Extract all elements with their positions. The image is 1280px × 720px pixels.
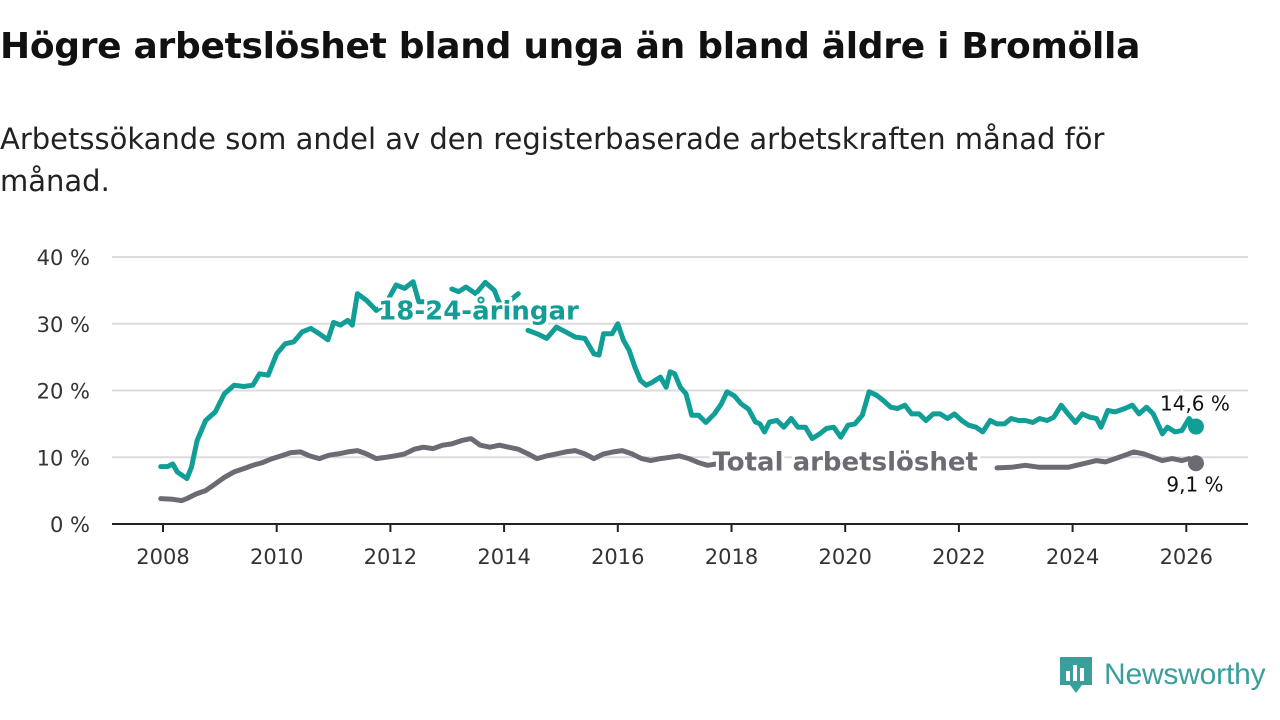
series-line-total	[158, 436, 720, 504]
end-marker-total	[1187, 455, 1204, 472]
x-tick-label: 2018	[705, 545, 758, 569]
series-label-total: Total arbetslöshet	[712, 448, 977, 478]
gridlines	[112, 256, 1248, 525]
x-tick-label: 2022	[932, 545, 985, 569]
series-labels: 18-24-åringar Total arbetslöshet 14,6 % 9,1…	[375, 292, 1232, 499]
y-axis-ticks: 0 % 10 % 20 % 30 % 40 %	[37, 246, 90, 537]
series-lines	[158, 279, 1204, 504]
series-label-youth: 18-24-åringar	[378, 295, 579, 327]
y-tick-label: 20 %	[37, 380, 90, 404]
chart-subtitle: Arbetssökande som andel av den registerb…	[0, 122, 1105, 198]
end-marker-youth	[1187, 418, 1204, 435]
y-tick-label: 10 %	[37, 446, 90, 470]
x-tick-label: 2010	[250, 545, 303, 569]
series-line-youth	[449, 279, 521, 307]
x-tick-label: 2008	[136, 545, 189, 569]
x-tick-label: 2024	[1046, 545, 1099, 569]
end-value-label-total: 9,1 %	[1166, 472, 1223, 496]
end-value-label-youth: 14,6 %	[1160, 392, 1230, 416]
newsworthy-logo[interactable]: Newsworthy	[1058, 654, 1266, 696]
line-chart: 0 % 10 % 20 % 30 % 40 % 2008 2010 2012 2014 2016…	[37, 246, 1248, 569]
y-tick-label: 0 %	[50, 513, 90, 537]
series-line-youth	[158, 279, 445, 482]
brand-name: Newsworthy	[1104, 658, 1266, 691]
x-tick-label: 2016	[591, 545, 644, 569]
x-tick-label: 2020	[818, 545, 871, 569]
series-line-total	[994, 449, 1199, 471]
x-tick-label: 2014	[477, 545, 530, 569]
chart-title: Högre arbetslöshet bland unga än bland ä…	[0, 26, 1141, 67]
x-axis-ticks: 2008 2010 2012 2014 2016 2018 2020 2022 2024 2026	[136, 524, 1213, 569]
x-tick-label: 2026	[1160, 545, 1213, 569]
series-line-youth	[525, 321, 1199, 442]
newsworthy-icon	[1060, 657, 1092, 693]
x-tick-label: 2012	[364, 545, 417, 569]
y-tick-label: 40 %	[37, 246, 90, 270]
y-tick-label: 30 %	[37, 313, 90, 337]
